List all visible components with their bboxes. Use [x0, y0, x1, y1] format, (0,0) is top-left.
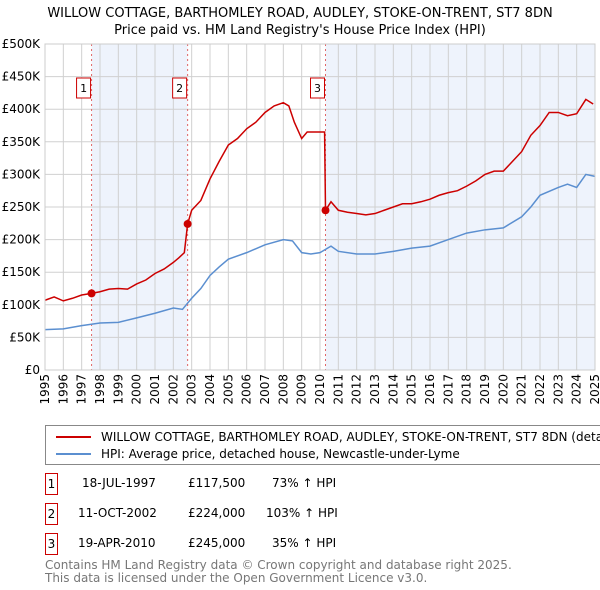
x-tick-label: 2012: [350, 374, 364, 405]
x-tick-label: 2011: [331, 374, 345, 405]
y-tick-label: £200K: [2, 233, 42, 247]
x-tick-label: 1997: [75, 374, 89, 405]
y-tick-label: £250K: [2, 200, 42, 214]
sale-hpi: 73% ↑ HPI: [272, 476, 337, 490]
sale-marker: 3: [45, 533, 58, 555]
x-tick-label: 2018: [460, 374, 474, 405]
x-tick-label: 2024: [570, 374, 584, 405]
sale-date: 18-JUL-1997: [82, 476, 156, 490]
sale-hpi: 103% ↑ HPI: [266, 506, 338, 520]
y-tick-label: £50K: [9, 330, 41, 344]
y-tick-label: £400K: [2, 102, 42, 116]
x-tick-label: 2008: [276, 374, 290, 405]
sale-label-box: [76, 77, 92, 99]
sale-point: [321, 206, 330, 215]
sale-label: 3: [314, 82, 321, 95]
chart-title: WILLOW COTTAGE, BARTHOMLEY ROAD, AUDLEY,…: [47, 6, 552, 21]
sale-date: 11-OCT-2002: [78, 506, 157, 520]
price-chart: WILLOW COTTAGE, BARTHOMLEY ROAD, AUDLEY,…: [2, 6, 600, 405]
x-tick-label: 1996: [56, 374, 70, 405]
footer: Contains HM Land Registry data © Crown c…: [45, 559, 512, 585]
x-tick-label: 2020: [496, 374, 510, 405]
property-price-line: [44, 98, 594, 302]
sale-price: £224,000: [188, 506, 246, 520]
plot-border: [44, 43, 596, 371]
x-tick-label: 2015: [405, 374, 419, 405]
sale-row-3: 3 19-APR-2010 £245,000 35% ↑ HPI: [45, 533, 445, 555]
sale-price: £245,000: [188, 536, 246, 550]
y-tick-label: £300K: [2, 167, 42, 181]
x-tick-label: 2023: [551, 374, 565, 405]
x-tick-label: 2014: [386, 374, 400, 405]
x-tick-label: 2019: [478, 374, 492, 405]
x-tick-label: 2002: [166, 374, 180, 405]
x-tick-label: 2007: [258, 374, 272, 405]
footer-licence: This data is licensed under the Open Gov…: [45, 571, 428, 585]
sale-price: £117,500: [188, 476, 246, 490]
x-tick-label: 2021: [515, 374, 529, 405]
legend-item-property: WILLOW COTTAGE, BARTHOMLEY ROAD, AUDLEY,…: [56, 430, 600, 444]
sale-marker: 1: [45, 473, 58, 495]
x-tick-label: 1995: [38, 374, 52, 405]
x-tick-label: 2025: [588, 374, 600, 405]
footer-copyright: Contains HM Land Registry data © Crown c…: [45, 558, 512, 572]
y-tick-label: £450K: [2, 70, 42, 84]
sale-label: 2: [176, 82, 183, 95]
x-tick-label: 1999: [111, 374, 125, 405]
sale-label-box: [172, 77, 188, 99]
legend-item-hpi: HPI: Average price, detached house, Newc…: [56, 447, 460, 461]
x-tick-label: 2000: [130, 374, 144, 405]
hpi-line: [44, 173, 596, 331]
x-tick-label: 2006: [240, 374, 254, 405]
sale-point: [183, 219, 192, 228]
sale-marker: 2: [45, 503, 58, 525]
legend-label-property: WILLOW COTTAGE, BARTHOMLEY ROAD, AUDLEY,…: [101, 430, 600, 444]
x-tick-label: 2022: [533, 374, 547, 405]
sale-label: 1: [80, 82, 87, 95]
legend-label-hpi: HPI: Average price, detached house, Newc…: [101, 447, 460, 461]
y-tick-label: £500K: [2, 37, 42, 51]
sale-row-2: 2 11-OCT-2002 £224,000 103% ↑ HPI: [45, 503, 445, 525]
sale-date: 19-APR-2010: [78, 536, 156, 550]
sale-point: [87, 289, 96, 298]
chart-subtitle: Price paid vs. HM Land Registry's House …: [114, 23, 486, 38]
x-tick-label: 2009: [295, 374, 309, 405]
legend: WILLOW COTTAGE, BARTHOMLEY ROAD, AUDLEY,…: [45, 425, 600, 465]
sale-row-1: 1 18-JUL-1997 £117,500 73% ↑ HPI: [45, 473, 445, 495]
x-tick-label: 2017: [441, 374, 455, 405]
y-tick-label: £350K: [2, 135, 42, 149]
x-tick-label: 2004: [203, 374, 217, 405]
y-tick-label: £150K: [2, 265, 42, 279]
y-tick-label: £100K: [2, 298, 42, 312]
sale-label-box: [310, 77, 325, 99]
y-tick-label: £0: [25, 363, 40, 377]
x-tick-label: 2010: [313, 374, 327, 405]
x-tick-label: 2016: [423, 374, 437, 405]
x-tick-label: 2005: [221, 374, 235, 405]
x-tick-label: 1998: [93, 374, 107, 405]
x-tick-label: 2013: [368, 374, 382, 405]
sale-hpi: 35% ↑ HPI: [272, 536, 337, 550]
x-tick-label: 2001: [148, 374, 162, 405]
x-tick-label: 2003: [185, 374, 199, 405]
